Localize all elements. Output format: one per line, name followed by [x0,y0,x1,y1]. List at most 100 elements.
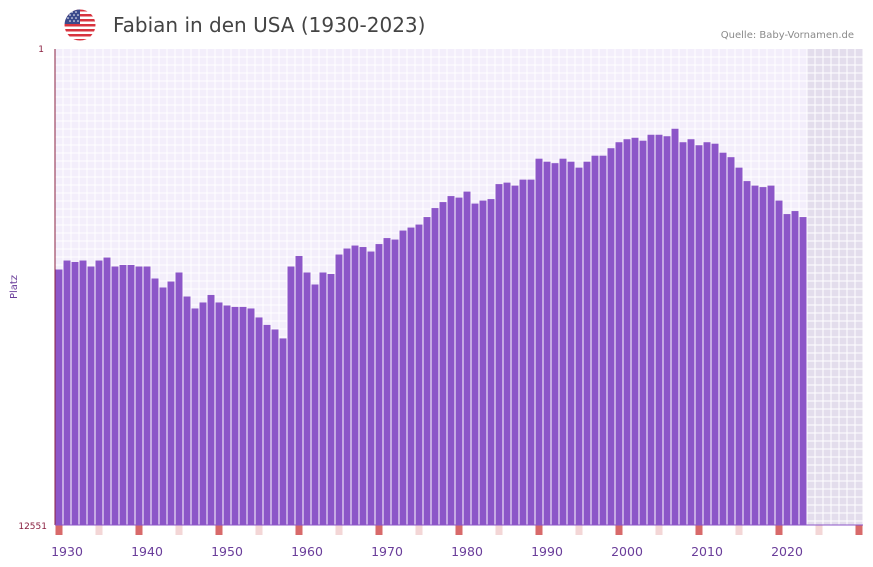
bar-2005 [663,136,671,526]
bar-2006 [671,128,679,525]
bar-1962 [319,272,327,525]
bar-2003 [647,134,655,525]
bar-1975 [423,217,431,525]
bar-1949 [215,302,223,525]
bar-2019 [775,200,783,525]
tick-marker-1974 [415,525,423,535]
bar-2002 [639,140,647,525]
bar-1988 [527,179,535,526]
tick-marker-1929 [55,525,63,535]
bar-1939 [135,266,143,525]
bar-1973 [407,227,415,525]
bar-1992 [559,158,567,525]
tick-marker-1954 [255,525,263,535]
bar-1944 [175,272,183,525]
bar-1964 [335,254,343,525]
bar-1946 [191,308,199,525]
x-tick-label-2010: 2010 [691,544,723,559]
bar-1937 [119,265,127,525]
bar-1954 [255,317,263,525]
tick-marker-1949 [215,525,223,535]
x-tick-label-1950: 1950 [211,544,243,559]
tick-marker-1979 [455,525,463,535]
bar-2011 [711,143,719,525]
bar-1942 [159,287,167,525]
bar-1995 [583,161,591,525]
bar-1970 [383,238,391,525]
bar-2021 [791,211,799,525]
bar-2004 [655,134,663,525]
bar-2009 [695,145,703,525]
bar-1938 [127,265,135,525]
bar-1976 [431,208,439,525]
tick-marker-2019 [775,525,783,535]
x-tick-label-1960: 1960 [291,544,323,559]
bar-1999 [615,142,623,525]
bar-1990 [543,161,551,525]
y-tick-label-bottom: 12551 [18,522,47,532]
bar-1959 [295,256,303,525]
bar-1932 [79,260,87,525]
bar-1953 [247,308,255,525]
x-tick-labels: 1930 1940 1950 1960 1970 1980 1990 2000 2010 2020 [51,544,803,559]
bar-2010 [703,142,711,525]
bar-series [55,128,807,526]
tick-marker-1999 [615,525,623,535]
x-tick-label-1930: 1930 [51,544,83,559]
chart-title: Fabian in den USA (1930-2023) [113,13,426,37]
bar-1971 [391,239,399,526]
bar-1951 [231,306,239,525]
tick-marker-1989 [535,525,543,535]
bar-2008 [687,139,695,526]
bar-1929 [55,269,63,525]
bar-2015 [743,181,751,525]
bar-1956 [271,329,279,525]
bar-1979 [455,197,463,525]
bar-1931 [71,262,79,525]
x-tick-label-1990: 1990 [531,544,563,559]
bar-2017 [759,187,767,525]
bar-1972 [399,230,407,525]
tick-marker-2024 [815,525,823,535]
bar-1987 [519,179,527,526]
bar-1940 [143,266,151,525]
bar-1994 [575,167,583,525]
source-credit: Quelle: Baby-Vornamen.de [720,30,854,41]
usa-flag-icon [64,9,96,41]
bar-1957 [279,338,287,525]
bar-1985 [503,182,511,526]
tick-marker-1934 [95,525,103,535]
tick-marker-2014 [735,525,743,535]
bar-1935 [103,257,111,525]
x-tick-label-1980: 1980 [451,544,483,559]
year-tick-markers [55,525,863,535]
bar-1966 [351,245,359,526]
tick-marker-1984 [495,525,503,535]
bar-1974 [415,224,423,525]
x-tick-label-1940: 1940 [131,544,163,559]
bar-1955 [263,324,271,525]
bar-1934 [95,260,103,525]
tick-marker-1944 [175,525,183,535]
bar-2018 [767,185,775,525]
bar-2013 [727,157,735,525]
bar-1965 [343,248,351,525]
bar-1981 [471,203,479,525]
bar-1982 [479,200,487,525]
bar-1960 [303,272,311,525]
bar-1941 [151,278,159,525]
tick-marker-1964 [335,525,343,535]
bar-2022 [799,217,807,525]
bar-1980 [463,191,471,525]
bar-1993 [567,161,575,525]
bar-1969 [375,244,383,525]
tick-marker-1994 [575,525,583,535]
x-tick-label-2000: 2000 [611,544,643,559]
bar-1958 [287,266,295,525]
bar-1963 [327,273,335,525]
bar-2000 [623,139,631,526]
y-axis-label: Platz [9,275,20,299]
bar-2012 [719,152,727,526]
y-tick-label-top: 1 [38,45,44,55]
